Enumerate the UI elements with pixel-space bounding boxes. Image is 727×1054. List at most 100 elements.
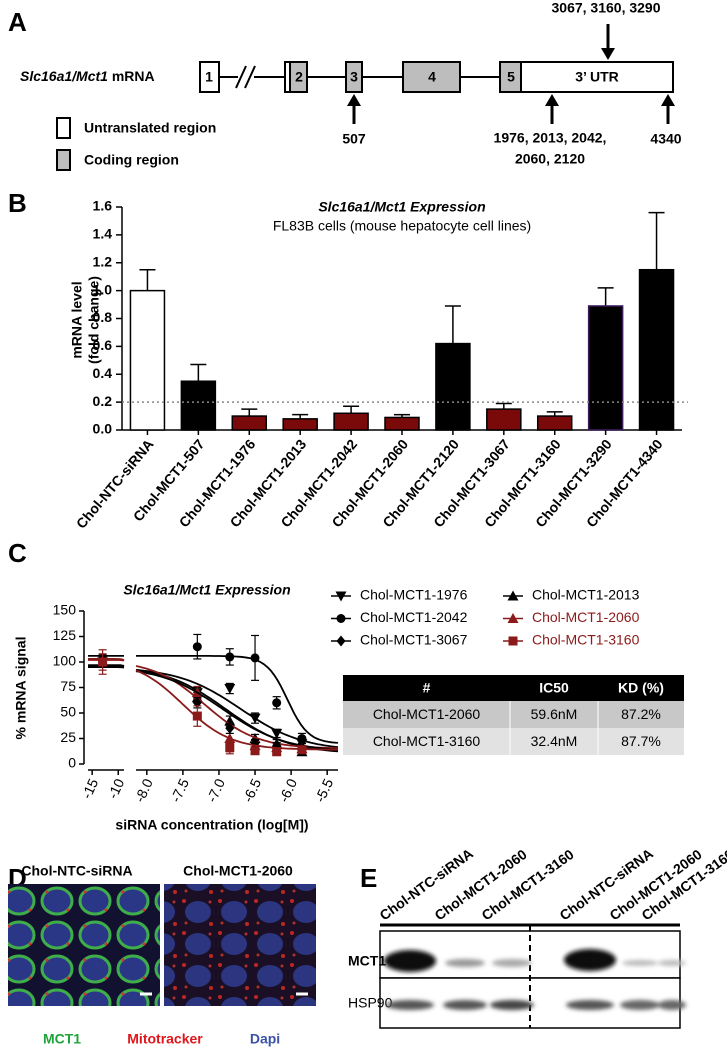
x-tick-label: -10	[104, 776, 127, 801]
stain-label: MCT1	[43, 1031, 81, 1047]
table-cell: 87.2%	[621, 706, 661, 722]
fit-curve	[135, 668, 339, 753]
stain-label: Mitotracker	[127, 1031, 203, 1047]
panel-label: E	[360, 863, 377, 893]
table-header-cell: #	[423, 680, 431, 696]
table-header	[343, 675, 684, 701]
x-tick-label: -7.5	[167, 776, 192, 805]
exon-label: 1	[205, 69, 213, 85]
transcript-label: Slc16a1/Mct1 mRNA	[20, 68, 155, 84]
legend-label: Chol-MCT1-2060	[532, 609, 640, 625]
site-label: 2060, 2120	[515, 151, 585, 167]
data-point	[272, 747, 282, 757]
exon-label: 4	[428, 69, 436, 85]
row-label: HSP90	[348, 995, 393, 1011]
bar	[129, 289, 166, 431]
break-mark	[235, 65, 247, 89]
utr-label: 3’ UTR	[575, 69, 619, 85]
data-point	[192, 711, 202, 721]
data-point	[250, 653, 260, 663]
bar	[536, 415, 573, 431]
legend-marker	[336, 635, 346, 647]
x-tick-label: -7.0	[203, 776, 228, 805]
data-point	[271, 728, 283, 739]
bar	[333, 412, 369, 431]
exon	[199, 61, 220, 93]
y-tick-label: 75	[60, 678, 76, 694]
data-point	[249, 713, 261, 724]
y-tick-label: 1.2	[93, 253, 113, 269]
lane-label: Chol-NTC-siRNA	[377, 845, 476, 923]
fit-curve	[135, 669, 339, 749]
stain-label: Dapi	[250, 1031, 280, 1047]
y-tick-label: 0.2	[93, 393, 113, 409]
transcript-name: mRNA	[112, 68, 155, 84]
panel-label: A	[8, 7, 27, 37]
data-point	[272, 698, 282, 708]
legend-label: Chol-MCT1-2013	[532, 587, 640, 603]
legend-marker	[507, 613, 519, 623]
bar	[384, 416, 420, 431]
y-tick-label: 0.4	[93, 365, 113, 381]
site-label: 507	[342, 131, 366, 147]
data-point	[297, 745, 307, 755]
site-label: 1976, 2013, 2042,	[494, 130, 607, 146]
legend-swatch	[56, 117, 71, 139]
micrograph	[8, 884, 160, 1006]
legend-label: Chol-MCT1-2042	[360, 609, 468, 625]
legend-label: Chol-MCT1-3067	[360, 632, 468, 648]
panel-label: C	[8, 538, 27, 568]
table-row	[343, 728, 684, 755]
y-tick-label: 50	[60, 704, 76, 720]
fit-curve	[135, 669, 338, 751]
gene-name: Slc16a1/Mct1	[20, 68, 108, 84]
chart-subtitle: FL83B cells (mouse hepatocyte cell lines…	[273, 218, 531, 234]
y-tick-label: 0	[68, 755, 76, 771]
table-cell: 32.4nM	[531, 733, 578, 749]
panel-label: B	[8, 188, 27, 218]
legend-label: Coding region	[84, 152, 179, 168]
site-label: 4340	[650, 131, 681, 147]
x-tick-label: -6.0	[275, 776, 300, 805]
exon-label: 3	[350, 69, 358, 85]
legend-marker	[507, 590, 519, 601]
table-header-cell: IC50	[539, 680, 569, 696]
x-tick-label: -5.5	[312, 776, 337, 805]
exon	[402, 61, 461, 93]
exon	[289, 61, 308, 93]
chart-title: Slc16a1/Mct1 Expression	[123, 582, 290, 598]
table-cell: 87.7%	[621, 733, 661, 749]
table-header-cell: KD (%)	[618, 680, 664, 696]
y-tick-label: 0.0	[93, 421, 113, 437]
legend-label: Chol-MCT1-3160	[532, 632, 640, 648]
data-point	[98, 657, 108, 667]
bar	[180, 380, 217, 431]
bands	[384, 949, 686, 1010]
chart-title: Slc16a1/Mct1 Expression	[318, 199, 485, 215]
data-point	[225, 722, 235, 734]
y-axis-label: (fold change)	[86, 276, 102, 364]
data-point	[224, 684, 236, 695]
arrows	[352, 24, 670, 124]
micrograph	[164, 884, 316, 1006]
y-tick-label: 1.4	[93, 226, 113, 242]
y-axis-label: mRNA level	[69, 281, 85, 358]
legend-swatch	[56, 149, 71, 171]
x-axis-label: siRNA concentration (log[M])	[115, 817, 308, 833]
y-tick-label: 1.6	[93, 198, 113, 214]
legend-marker	[508, 636, 518, 646]
exon-label: 2	[295, 69, 303, 85]
bar	[587, 305, 624, 431]
legend-label: Untranslated region	[84, 120, 216, 136]
fit-curve	[136, 655, 339, 744]
x-tick-label: -15	[78, 776, 101, 801]
exon	[345, 61, 363, 93]
bar	[486, 408, 522, 431]
bar	[282, 418, 318, 431]
y-tick-label: 150	[53, 602, 77, 618]
data-point	[192, 642, 202, 652]
y-tick-label: 25	[60, 729, 76, 745]
break-gap	[238, 66, 254, 88]
y-tick-label: 100	[53, 653, 77, 669]
exon-label: 5	[507, 69, 515, 85]
